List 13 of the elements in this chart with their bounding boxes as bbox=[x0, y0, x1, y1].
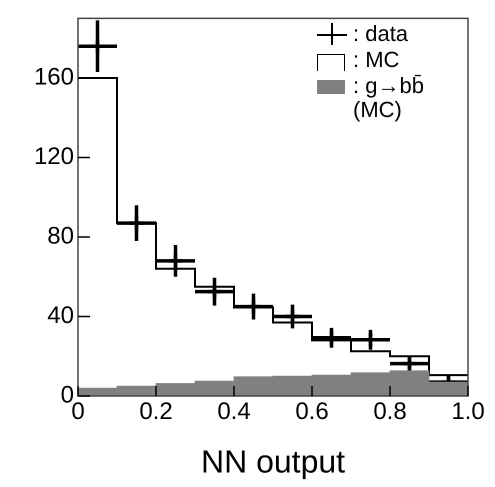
x-tick-label: 0.8 bbox=[373, 398, 407, 426]
x-axis-title: NN output bbox=[200, 444, 346, 480]
y-tick-label: 160 bbox=[34, 64, 74, 91]
legend-label: : g→bb̄ (MC) bbox=[353, 73, 425, 122]
x-tick-label: 1.0 bbox=[451, 398, 485, 426]
y-tick-label: 120 bbox=[34, 143, 74, 170]
y-tick-label: 80 bbox=[47, 222, 74, 250]
x-tick-label: 0.6 bbox=[295, 398, 329, 426]
legend-label: : data bbox=[353, 21, 408, 46]
x-tick-label: 0.2 bbox=[139, 398, 173, 426]
legend-label: : MC bbox=[353, 47, 400, 72]
x-tick-label: 0.4 bbox=[217, 398, 251, 426]
y-tick-label: 40 bbox=[47, 302, 74, 330]
